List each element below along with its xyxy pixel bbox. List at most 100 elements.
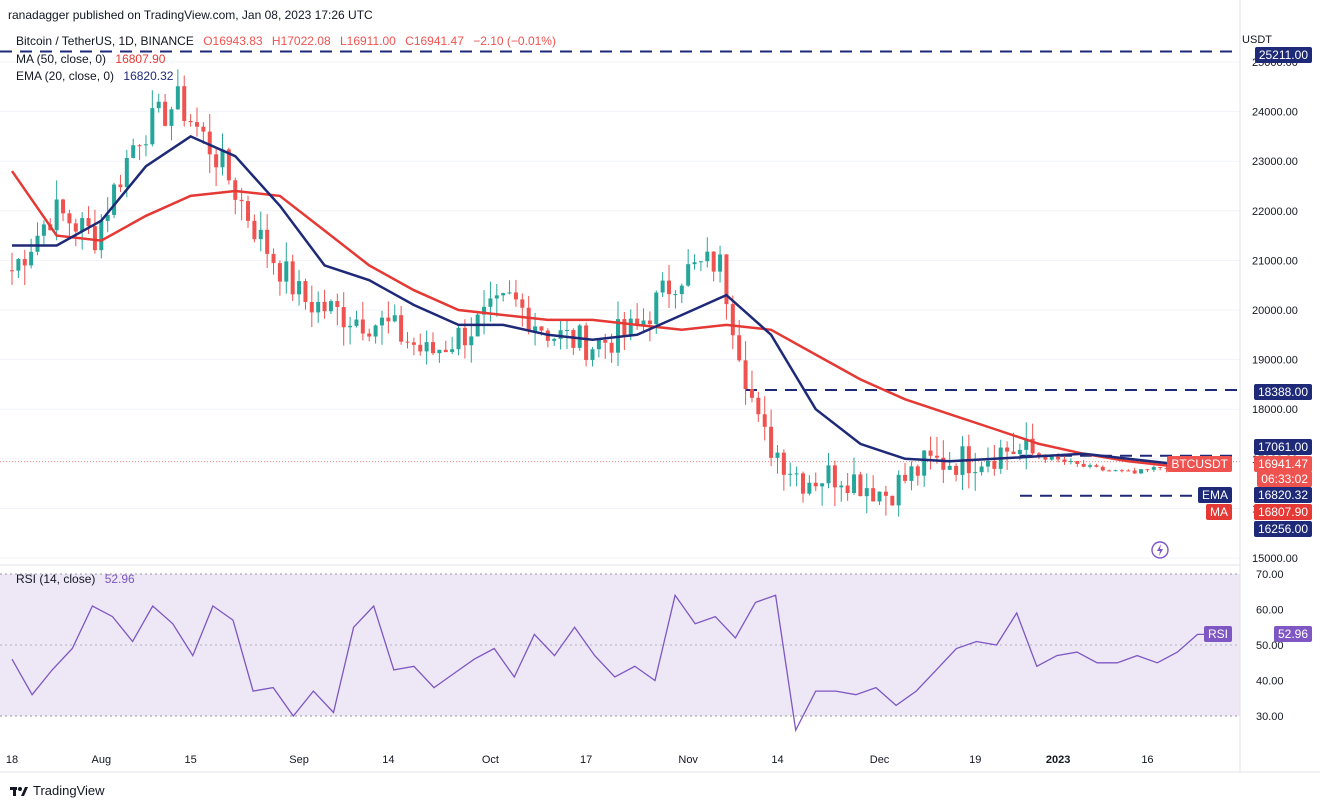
candle-body (1024, 438, 1029, 450)
candle-body (335, 301, 340, 308)
candle-body (711, 251, 716, 272)
candle-body (577, 325, 582, 348)
price-tick-label: 24000.00 (1252, 107, 1298, 119)
symbol-tag: BTCUSDT (1167, 456, 1232, 472)
ma-legend[interactable]: MA (50, close, 0) 16807.90 (16, 52, 171, 66)
candle-body (1088, 465, 1093, 467)
candle-body (1043, 456, 1048, 460)
candle-body (163, 101, 168, 126)
candle-body (1145, 469, 1150, 471)
candle-body (883, 491, 888, 496)
price-tick-label: 15000.00 (1252, 553, 1298, 565)
candle-body (628, 318, 633, 336)
candle-body (513, 292, 518, 300)
price-grid (0, 61, 1240, 559)
candle-body (143, 144, 148, 146)
candle-body (92, 226, 97, 251)
rsi-legend[interactable]: RSI (14, close) 52.96 (16, 572, 141, 586)
candle-body (609, 342, 614, 353)
time-tick-label: Sep (289, 754, 309, 766)
high-value: H17022.08 (271, 34, 331, 48)
candle-body (1126, 470, 1131, 472)
candle-body (698, 261, 703, 263)
candle-body (858, 474, 863, 497)
candle-body (80, 218, 85, 232)
candle-body (647, 320, 652, 325)
candle-body (533, 326, 538, 332)
candle-body (1119, 470, 1124, 472)
candle-body (1030, 438, 1035, 454)
candle-body (431, 342, 436, 354)
open-value: O16943.83 (203, 34, 263, 48)
candle-body (418, 344, 423, 352)
candle-body (839, 485, 844, 488)
candle-body (1037, 453, 1042, 457)
candle-body (941, 457, 946, 470)
close-value: C16941.47 (405, 34, 464, 48)
ma-price-label: 16807.90 (1253, 504, 1312, 520)
candle-body (794, 473, 799, 475)
candle-body (86, 218, 91, 227)
time-tick-label: Aug (92, 754, 112, 766)
candle-body (1107, 470, 1112, 472)
candle-body (10, 270, 14, 272)
level-17061-label: 17061.00 (1253, 439, 1312, 455)
candle-body (341, 307, 346, 328)
candle-body (596, 340, 601, 350)
candle-body (526, 307, 531, 332)
candle-body (482, 306, 487, 315)
candle-body (1158, 467, 1163, 469)
candle-body (788, 473, 793, 475)
price-tick-label: 23000.00 (1252, 156, 1298, 168)
ema-label: EMA (20, close, 0) (16, 69, 115, 83)
candle-body (1151, 467, 1156, 470)
candle-body (277, 263, 282, 282)
candle-body (871, 488, 876, 502)
candle-body (379, 317, 384, 326)
ema-legend[interactable]: EMA (20, close, 0) 16820.32 (16, 69, 179, 83)
candle-body (864, 488, 869, 497)
candle-body (686, 264, 691, 286)
candle-body (1049, 456, 1054, 460)
candle-body (297, 281, 302, 295)
candle-body (985, 460, 990, 467)
candle-body (845, 485, 850, 494)
rsi-band (0, 573, 1240, 717)
candle-body (61, 199, 66, 214)
candle-body (520, 299, 525, 308)
candle-body (584, 325, 589, 360)
candle-body (909, 466, 914, 481)
candle-body (239, 199, 244, 202)
candle-body (877, 491, 882, 502)
candle-body (1068, 461, 1073, 463)
time-tick-label: 2023 (1046, 754, 1070, 766)
time-tick-label: 19 (969, 754, 981, 766)
candle-body (1062, 459, 1067, 462)
ma50-line (10, 170, 1218, 470)
symbol-legend[interactable]: Bitcoin / TetherUS, 1D, BINANCE O16943.8… (16, 34, 562, 48)
candle-body (571, 330, 576, 348)
candle-body (271, 253, 276, 264)
candle-body (635, 318, 640, 325)
candle-body (1056, 456, 1061, 460)
candle-body (469, 336, 474, 346)
candle-body (137, 145, 142, 147)
tradingview-logo[interactable]: TradingView (10, 783, 105, 798)
level-16256-label: 16256.00 (1253, 521, 1312, 537)
time-tick-label: 15 (184, 754, 196, 766)
candle-body (622, 319, 627, 336)
candle-body (730, 304, 735, 336)
time-tick-label: 14 (771, 754, 783, 766)
candle-body (488, 298, 493, 307)
candle-body (1164, 467, 1169, 469)
candle-body (641, 320, 646, 325)
price-tick-label: 19000.00 (1252, 355, 1298, 367)
candle-body (54, 199, 59, 231)
lightning-icon (1151, 541, 1169, 559)
candle-body (226, 149, 231, 181)
time-tick-label: 14 (382, 754, 394, 766)
candle-body (667, 280, 672, 295)
time-tick-label: Oct (482, 754, 499, 766)
candle-body (41, 224, 46, 236)
